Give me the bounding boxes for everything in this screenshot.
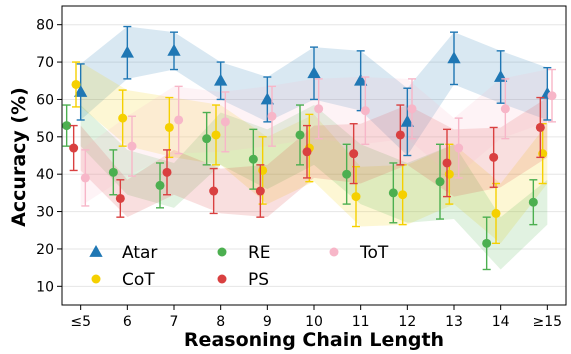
point-tot [314, 104, 324, 114]
plot-area [62, 24, 566, 287]
point-atar [260, 92, 274, 105]
point-cot [211, 130, 221, 140]
band-ps [80, 97, 548, 218]
point-re [108, 167, 118, 177]
legend-marker-cot [91, 274, 101, 284]
band-tot [80, 69, 548, 206]
x-tick-label: 14 [492, 314, 510, 330]
point-re [388, 188, 398, 198]
point-cot [351, 192, 361, 202]
legend-label-atar: Atar [122, 243, 157, 263]
point-atar [74, 84, 88, 97]
x-tick-label: 13 [445, 314, 463, 330]
legend-marker-tot [329, 247, 339, 257]
point-re [528, 197, 538, 207]
point-tot [500, 104, 510, 114]
point-tot [547, 91, 557, 101]
point-tot [220, 117, 230, 127]
point-cot [118, 113, 128, 123]
point-ps [349, 149, 359, 159]
y-tick-label: 70 [36, 55, 54, 71]
point-ps [535, 122, 545, 132]
point-re [295, 130, 305, 140]
point-cot [444, 169, 454, 179]
point-re [202, 134, 212, 144]
point-ps [302, 147, 312, 157]
point-tot [127, 141, 137, 151]
legend-label-cot: CoT [122, 270, 155, 290]
point-tot [174, 115, 184, 125]
point-ps [395, 130, 405, 140]
y-tick-label: 40 [36, 167, 54, 183]
point-re [342, 169, 352, 179]
point-cot [258, 165, 268, 175]
legend-label-tot: ToT [359, 243, 389, 263]
point-tot [267, 111, 277, 121]
point-ps [162, 167, 172, 177]
point-re [482, 238, 492, 248]
legend-label-re: RE [248, 243, 271, 263]
point-tot [80, 173, 90, 183]
point-re [248, 154, 258, 164]
legend-label-ps: PS [248, 270, 269, 290]
point-ps [209, 186, 219, 196]
x-tick-label: ≥15 [533, 314, 563, 330]
x-tick-label: 6 [123, 314, 132, 330]
point-atar [307, 66, 321, 79]
point-ps [489, 152, 499, 162]
band-re [80, 105, 548, 270]
point-tot [360, 106, 370, 116]
point-cot [491, 208, 501, 218]
legend-marker-ps [217, 274, 227, 284]
point-atar [400, 114, 414, 127]
axes: 10 20 30 40 50 60 70 80 ≤5 6 7 8 9 10 11 12 13 14 ≥15 [36, 5, 567, 330]
x-axis-title: Reasoning Chain Length [184, 329, 444, 351]
point-ps [255, 186, 265, 196]
point-atar [167, 43, 181, 56]
point-tot [407, 104, 417, 114]
point-cot [164, 122, 174, 132]
y-tick-label: 20 [36, 242, 54, 258]
x-tick-label: 9 [263, 314, 272, 330]
y-axis-title: Accuracy (%) [8, 87, 30, 227]
point-cot [398, 190, 408, 200]
band-cot [80, 62, 548, 244]
point-cot [71, 79, 81, 89]
point-ps [442, 158, 452, 168]
point-tot [454, 143, 464, 153]
point-re [155, 180, 165, 190]
y-tick-label: 10 [36, 279, 54, 295]
point-ps [115, 193, 125, 203]
point-re [435, 177, 445, 187]
x-tick-label: 12 [398, 314, 416, 330]
y-tick-label: 80 [36, 18, 54, 34]
y-tick-label: 50 [36, 130, 54, 146]
x-tick-label: 8 [216, 314, 225, 330]
point-atar [447, 51, 461, 64]
legend-marker-atar [89, 245, 103, 257]
legend-marker-re [217, 247, 227, 257]
x-tick-label: ≤5 [70, 314, 91, 330]
x-tick-label: 7 [170, 314, 179, 330]
point-atar [354, 73, 368, 86]
x-tick-label: 10 [305, 314, 323, 330]
point-re [62, 121, 72, 131]
point-atar [214, 73, 228, 86]
legend: Atar CoT RE PS ToT [89, 243, 389, 290]
point-ps [69, 143, 79, 153]
point-atar [120, 45, 134, 58]
y-tick-label: 30 [36, 205, 54, 221]
x-tick-label: 11 [352, 314, 370, 330]
y-tick-label: 60 [36, 92, 54, 108]
